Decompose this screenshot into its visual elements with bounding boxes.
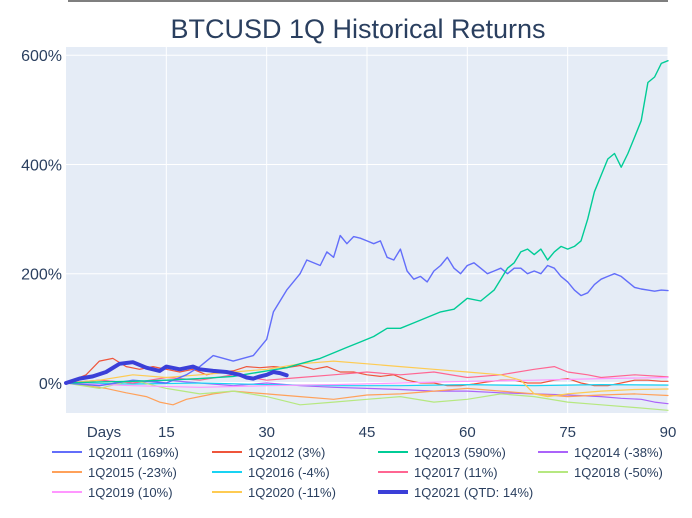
- legend-label: 1Q2014 (-38%): [574, 444, 663, 460]
- x-tick-label: 15: [158, 424, 175, 441]
- legend-swatch: [212, 491, 242, 493]
- series-layer: [64, 60, 669, 411]
- series-line-10: [64, 360, 289, 385]
- legend-swatch: [52, 451, 82, 453]
- series-line-1: [65, 357, 669, 387]
- legend-label: 1Q2016 (-4%): [248, 464, 330, 480]
- legend-item[interactable]: 1Q2015 (-23%): [52, 462, 177, 482]
- legend: 1Q2011 (169%) 1Q2012 (3%) 1Q2013 (590%) 1Q2…: [0, 440, 692, 518]
- legend-item[interactable]: 1Q2019 (10%): [52, 482, 173, 502]
- chart-title: BTCUSD 1Q Historical Returns: [170, 14, 545, 44]
- legend-swatch: [378, 490, 408, 494]
- legend-label: 1Q2021 (QTD: 14%): [414, 484, 534, 500]
- legend-swatch: [212, 471, 242, 473]
- legend-swatch: [538, 451, 568, 453]
- legend-item[interactable]: 1Q2014 (-38%): [538, 442, 663, 462]
- legend-label: 1Q2012 (3%): [248, 444, 326, 460]
- legend-swatch: [538, 471, 568, 473]
- x-tick-label: 90: [660, 424, 677, 441]
- legend-swatch: [52, 491, 82, 493]
- y-tick-label: 0%: [39, 376, 62, 393]
- series-line-7: [65, 379, 669, 411]
- legend-swatch: [52, 471, 82, 473]
- legend-label: 1Q2013 (590%): [414, 444, 506, 460]
- series-line-4: [65, 382, 669, 406]
- legend-item[interactable]: 1Q2020 (-11%): [212, 482, 336, 502]
- legend-item[interactable]: 1Q2016 (-4%): [212, 462, 330, 482]
- y-tick-label: 400%: [21, 157, 62, 174]
- y-tick-label: 600%: [21, 48, 62, 65]
- legend-item[interactable]: 1Q2012 (3%): [212, 442, 325, 462]
- x-tick-label: 60: [459, 424, 476, 441]
- legend-label: 1Q2018 (-50%): [574, 464, 663, 480]
- axes: 15 30 45 60 75 90 0% 200% 400% 600%: [21, 48, 676, 441]
- series-line-3: [65, 379, 669, 405]
- series-line-9: [65, 360, 669, 398]
- legend-swatch: [212, 451, 242, 453]
- legend-label: 1Q2015 (-23%): [88, 464, 177, 480]
- legend-item[interactable]: 1Q2011 (169%): [52, 442, 179, 462]
- y-tick-label: 200%: [21, 267, 62, 284]
- x-tick-label: 75: [559, 424, 576, 441]
- legend-label: 1Q2011 (169%): [88, 444, 179, 460]
- x-tick-label: 45: [359, 424, 376, 441]
- x-tick-label: 30: [258, 424, 275, 441]
- series-line-8: [65, 376, 669, 388]
- series-line-2: [65, 60, 669, 384]
- x-axis-label: Days: [87, 424, 121, 441]
- legend-item[interactable]: 1Q2021 (QTD: 14%): [378, 482, 533, 502]
- legend-item[interactable]: 1Q2013 (590%): [378, 442, 506, 462]
- legend-label: 1Q2019 (10%): [88, 484, 173, 500]
- series-line-0: [65, 234, 669, 387]
- legend-label: 1Q2020 (-11%): [248, 484, 336, 500]
- legend-item[interactable]: 1Q2018 (-50%): [538, 462, 663, 482]
- legend-swatch: [378, 451, 408, 453]
- legend-swatch: [378, 471, 408, 473]
- legend-item[interactable]: 1Q2017 (11%): [378, 462, 498, 482]
- legend-label: 1Q2017 (11%): [414, 464, 498, 480]
